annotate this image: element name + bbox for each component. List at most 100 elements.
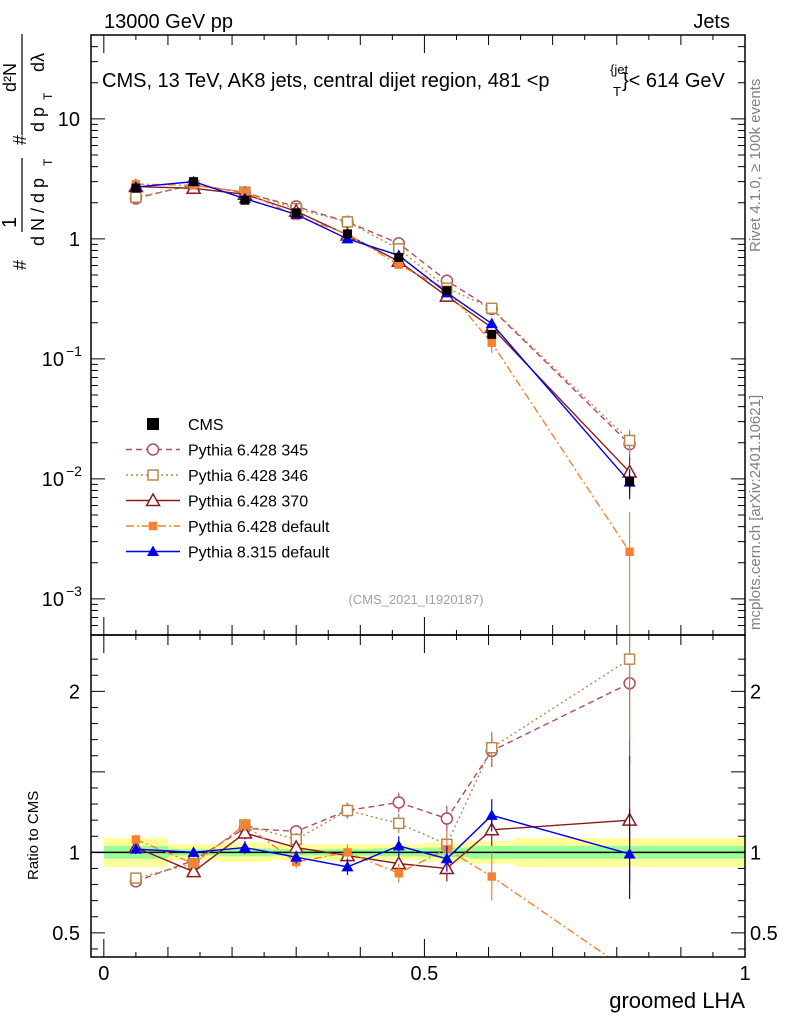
ratio-point-pythia-6-428-default — [343, 848, 352, 857]
upper-ytick-label: 10 — [42, 469, 64, 491]
ratio-y-label: Ratio to CMS — [25, 791, 42, 880]
y-axis-label: # 1 d N / d p T # d²N d p T dλ — [0, 34, 55, 270]
legend-marker — [147, 545, 159, 556]
ratio-point-pythia-6-428-default — [240, 820, 250, 830]
legend-entry-pythia-6-428-370: Pythia 6.428 370 — [126, 492, 308, 511]
legend-marker — [145, 492, 161, 507]
xtick-label: 1 — [739, 963, 750, 985]
legend-label: Pythia 6.428 345 — [188, 443, 308, 460]
upper-ytick-exponent: −3 — [66, 583, 82, 599]
ylabel-one: 1 — [0, 217, 21, 228]
xtick-label: 0.5 — [411, 963, 439, 985]
lower-frame — [90, 634, 746, 958]
title-main: CMS, 13 TeV, AK8 jets, central dijet reg… — [102, 70, 550, 92]
data-point — [240, 195, 250, 205]
ylabel-hash-1: # — [10, 260, 30, 270]
upper-line-pythia-6-428-346 — [135, 184, 631, 441]
upper-ytick-label: 10 — [58, 109, 80, 131]
upper-point-pythia-6-428-346 — [485, 302, 498, 315]
data-point — [625, 477, 635, 487]
ratio-point-pythia-8-315-default — [485, 809, 498, 820]
title-sub: T — [613, 84, 621, 99]
legend-marker — [147, 418, 159, 430]
plot-title: CMS, 13 TeV, AK8 jets, central dijet reg… — [102, 62, 726, 99]
lower-ytick-label-right: 0.5 — [750, 923, 778, 945]
ylabel-dpt: d p — [28, 107, 48, 132]
data-point — [487, 329, 497, 339]
legend-label: Pythia 6.428 370 — [188, 494, 308, 511]
legend-entry-pythia-8-315-default: Pythia 8.315 default — [126, 545, 330, 562]
ratio-point-pythia-6-428-370 — [185, 863, 202, 878]
data-point — [342, 229, 352, 239]
upper-point-pythia-6-428-346 — [623, 434, 636, 447]
legend-entry-pythia-6-428-default: Pythia 6.428 default — [126, 519, 330, 536]
legend-marker — [147, 469, 159, 481]
upper-point-pythia-6-428-default — [487, 338, 496, 348]
lower-ytick-label: 1 — [69, 842, 80, 864]
data-point — [131, 183, 141, 193]
legend-entry-pythia-6-428-345: Pythia 6.428 345 — [126, 443, 308, 460]
rivet-label: Rivet 4.1.0, ≥ 100k events — [747, 79, 764, 252]
legend-marker — [148, 521, 158, 531]
ratio-point-pythia-8-315-default — [129, 843, 142, 854]
ylabel-sub-t-2: T — [41, 92, 55, 100]
header-left: 13000 GeV pp — [104, 11, 233, 33]
legend: CMS Pythia 6.428 345 Pythia 6.428 346 Pythi… — [126, 417, 330, 562]
lower-ytick-label: 2 — [69, 681, 80, 703]
series-pythia-8-315-default — [129, 175, 636, 900]
upper-ytick-exponent: −2 — [66, 463, 82, 479]
ratio-point-pythia-8-315-default — [290, 851, 303, 862]
xtick-label: 0 — [98, 963, 109, 985]
upper-point-pythia-6-428-default — [240, 187, 250, 197]
ratio-point-pythia-6-428-346 — [485, 741, 498, 754]
upper-point-pythia-6-428-346 — [130, 191, 142, 203]
upper-line-pythia-8-315-default — [135, 180, 631, 483]
legend-entry-cms: CMS — [147, 417, 224, 434]
analysis-watermark: (CMS_2021_I1920187) — [348, 592, 483, 607]
lower-ytick-label-right: 1 — [750, 842, 761, 864]
series-layer — [128, 175, 638, 957]
upper-line-pythia-6-428-345 — [135, 183, 631, 445]
x-axis-label: groomed LHA — [609, 988, 745, 1013]
ylabel-sub-t-1: T — [41, 158, 55, 166]
ylabel-dn-dpt: d N / d p — [28, 178, 48, 246]
upper-point-pythia-6-428-346 — [341, 216, 354, 228]
ratio-point-pythia-6-428-346 — [341, 804, 354, 817]
ratio-point-pythia-8-315-default — [341, 860, 354, 872]
ratio-point-pythia-6-428-370 — [237, 825, 253, 839]
ratio-point-pythia-6-428-345 — [392, 796, 406, 809]
data-point — [442, 286, 452, 296]
data-point — [394, 252, 404, 262]
ratio-point-pythia-6-428-default — [487, 872, 496, 881]
ratio-point-pythia-8-315-default — [623, 847, 636, 859]
ratio-point-pythia-6-428-default — [394, 869, 403, 878]
ratio-point-pythia-6-428-345 — [440, 812, 454, 825]
legend-label: Pythia 6.428 default — [188, 519, 330, 536]
ratio-point-pythia-8-315-default — [187, 846, 200, 857]
series-cms-data — [131, 177, 635, 489]
ratio-line-pythia-6-428-345 — [135, 682, 630, 882]
ratio-point-pythia-6-428-346 — [393, 817, 405, 830]
mcplots-label: mcplots.cern.ch [arXiv:2401.10621] — [747, 395, 764, 630]
ylabel-d2n: d²N — [0, 63, 20, 92]
legend-label: CMS — [188, 417, 224, 434]
header-right: Jets — [693, 11, 730, 33]
legend-entry-pythia-6-428-346: Pythia 6.428 346 — [126, 468, 308, 485]
lower-ytick-label: 0.5 — [52, 923, 80, 945]
ratio-line-group-pythia-6-428-345 — [135, 682, 630, 882]
title-tail: }< 614 GeV — [622, 70, 726, 92]
lower-ytick-label-right: 2 — [750, 681, 761, 703]
legend-label: Pythia 8.315 default — [188, 545, 330, 562]
ratio-point-pythia-6-428-default — [189, 859, 198, 868]
ratio-point-pythia-6-428-346 — [130, 872, 142, 884]
ratio-point-pythia-6-428-346 — [623, 653, 636, 665]
ratio-point-pythia-6-428-default — [131, 835, 141, 844]
legend-label: Pythia 6.428 346 — [188, 468, 308, 485]
title-sup: {jet — [610, 62, 628, 77]
ylabel-dlambda: dλ — [28, 53, 48, 72]
upper-ytick-label: 1 — [69, 229, 80, 251]
ratio-point-pythia-8-315-default — [440, 852, 453, 864]
upper-point-pythia-6-428-default — [625, 547, 634, 556]
